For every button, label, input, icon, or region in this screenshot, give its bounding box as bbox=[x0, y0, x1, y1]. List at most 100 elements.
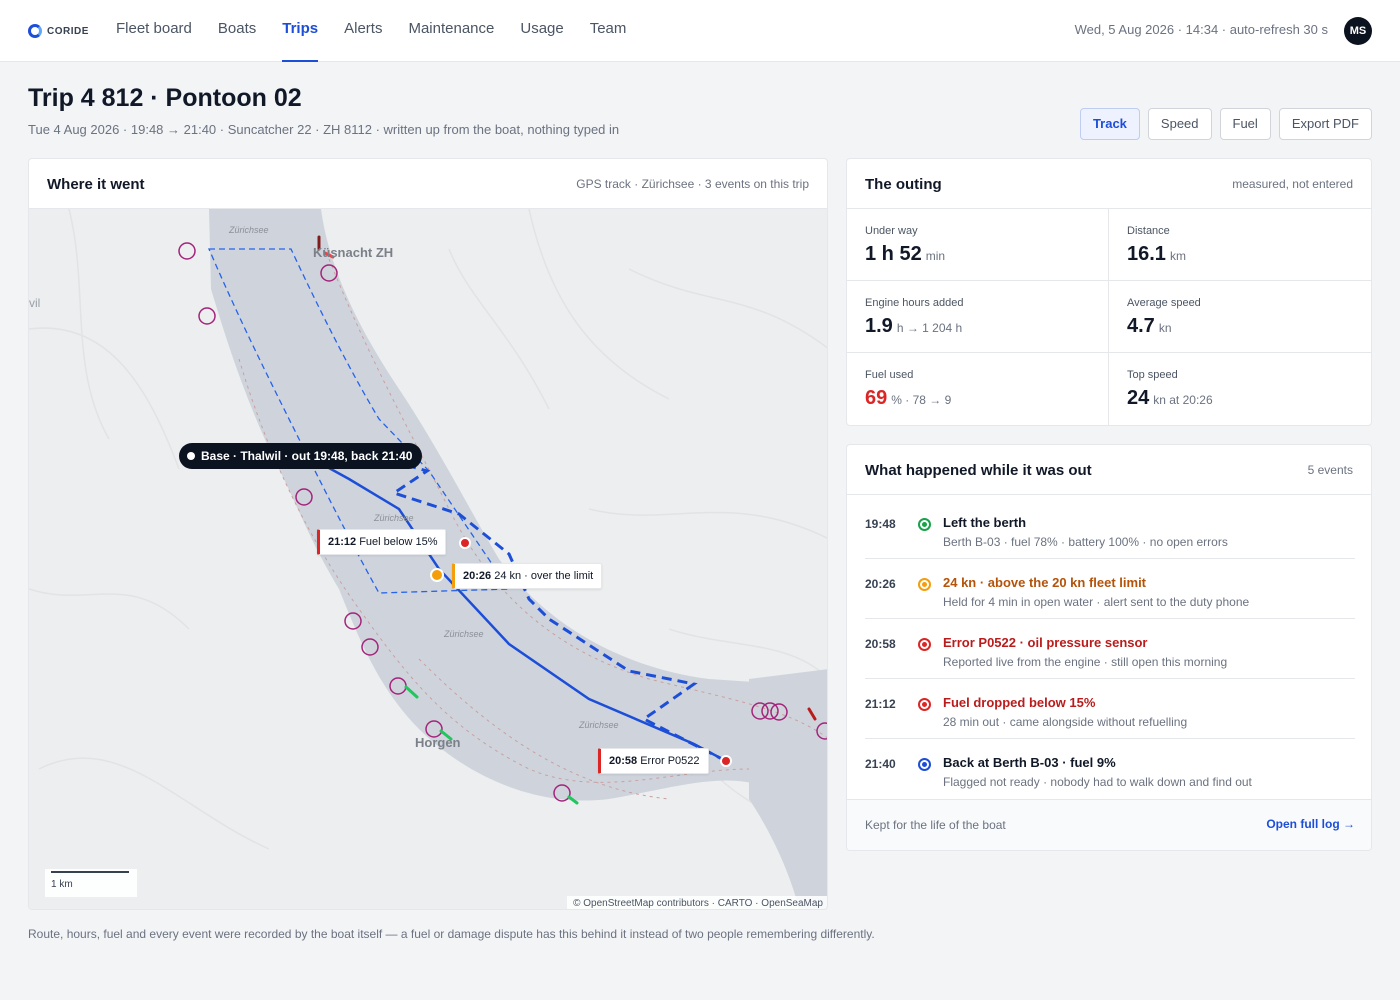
map-card-header: Where it went GPS track · Zürichsee · 3 … bbox=[29, 159, 827, 209]
scale-label: 1 km bbox=[51, 879, 73, 890]
event-row[interactable]: 21:12 Fuel dropped below 15% 28 min out … bbox=[865, 679, 1355, 739]
fuel-flag[interactable]: 21:12 Fuel below 15% bbox=[317, 529, 447, 555]
place-label-kusnacht: Küsnacht ZH bbox=[313, 245, 393, 260]
stat-engine-hours: Engine hours added 1.9 h → 1 204 h bbox=[847, 281, 1109, 353]
stat-distance: Distance 16.1 km bbox=[1109, 209, 1371, 281]
map-attribution[interactable]: © OpenStreetMap contributors · CARTO · O… bbox=[567, 896, 827, 909]
error-pin bbox=[720, 755, 732, 767]
stat-label: Top speed bbox=[1127, 369, 1178, 381]
base-pin bbox=[459, 537, 471, 549]
map-card-title: Where it went bbox=[47, 176, 145, 193]
event-title: 24 kn · above the 20 kn fleet limit bbox=[943, 575, 1147, 590]
marina-icon bbox=[770, 703, 788, 721]
events-footer: Kept for the life of the boat Open full … bbox=[847, 799, 1371, 850]
nav-alerts[interactable]: Alerts bbox=[344, 20, 383, 37]
outing-card-title: The outing bbox=[865, 176, 942, 193]
stat-label: Fuel used bbox=[865, 369, 914, 381]
event-detail: 28 min out · came alongside without refu… bbox=[943, 715, 1188, 729]
marina-icon bbox=[751, 702, 769, 720]
place-label-horgen: Horgen bbox=[415, 735, 461, 750]
brand-name: CORIDE bbox=[47, 25, 89, 37]
event-detail: Reported live from the engine · still op… bbox=[943, 655, 1228, 669]
top-bar: CORIDE Fleet board Boats Trips Alerts Ma… bbox=[0, 0, 1400, 62]
error-flag-text: Error P0522 bbox=[640, 755, 700, 767]
lake-water bbox=[209, 209, 827, 829]
stat-value: 4.7 kn bbox=[1127, 315, 1172, 337]
event-row[interactable]: 21:40 Back at Berth B-03 · fuel 9% Flagg… bbox=[865, 739, 1355, 799]
event-time: 20:26 bbox=[865, 577, 896, 591]
base-callout[interactable]: Base · Thalwil · out 19:48, back 21:40 bbox=[179, 443, 423, 469]
fuel-view-button[interactable]: Fuel bbox=[1219, 108, 1271, 140]
fuel-flag-time: 21:12 bbox=[328, 536, 357, 548]
scale-bar bbox=[51, 871, 129, 873]
status-dot-icon bbox=[918, 638, 931, 651]
map-canvas[interactable]: Küsnacht ZH Horgen vil Zürichsee Zürichs… bbox=[29, 209, 828, 910]
brand-logo[interactable]: CORIDE bbox=[28, 22, 89, 40]
status-dot-icon bbox=[918, 698, 931, 711]
event-pins bbox=[430, 537, 732, 767]
nav-fleet-board[interactable]: Fleet board bbox=[116, 20, 192, 37]
event-detail: Berth B-03 · fuel 78% · battery 100% · n… bbox=[943, 535, 1228, 549]
speed-alert-pin bbox=[430, 568, 444, 582]
base-dot-icon bbox=[187, 452, 195, 460]
harbour-markers bbox=[178, 242, 827, 802]
events-card: What happened while it was out 5 events … bbox=[846, 444, 1372, 851]
map-scale: 1 km bbox=[45, 869, 137, 897]
stat-value: 69% · 78 → 9 bbox=[865, 387, 952, 409]
lake-label: Zürichsee bbox=[228, 225, 269, 235]
export-pdf-button[interactable]: Export PDF bbox=[1278, 108, 1372, 140]
error-flag[interactable]: 20:58 Error P0522 bbox=[598, 748, 709, 774]
map-card-note: GPS track · Zürichsee · 3 events on this… bbox=[576, 177, 809, 191]
error-flag-time: 20:58 bbox=[609, 755, 638, 767]
marina-icon bbox=[198, 307, 216, 325]
track-view-button[interactable]: Track bbox=[1079, 108, 1140, 140]
events-card-header: What happened while it was out 5 events bbox=[847, 445, 1371, 495]
fuel-flag-text: Fuel below 15% bbox=[359, 536, 438, 548]
stat-label: Under way bbox=[865, 225, 918, 237]
stat-top-speed: Top speed 24 kn at 20:26 bbox=[1109, 353, 1371, 425]
event-detail: Held for 4 min in open water · alert sen… bbox=[943, 595, 1250, 609]
outing-card: The outing measured, not entered Under w… bbox=[846, 158, 1372, 426]
trip-map[interactable]: Küsnacht ZH Horgen vil Zürichsee Zürichs… bbox=[29, 209, 828, 910]
nav-usage[interactable]: Usage bbox=[520, 20, 564, 37]
nav-team[interactable]: Team bbox=[589, 20, 627, 37]
main-nav: Fleet board Boats Trips Alerts Maintenan… bbox=[116, 0, 652, 62]
event-title: Left the berth bbox=[943, 515, 1027, 530]
marina-icon bbox=[344, 612, 362, 630]
base-callout-label: Base · Thalwil · out 19:48, back 21:40 bbox=[201, 449, 413, 463]
mooring-zone bbox=[208, 248, 511, 594]
user-avatar[interactable]: MS bbox=[1344, 17, 1372, 45]
marina-icon bbox=[425, 720, 443, 738]
status-dot-icon bbox=[918, 758, 931, 771]
stat-label: Distance bbox=[1127, 225, 1170, 237]
speed-flag-text: 24 kn · over the limit bbox=[494, 570, 594, 582]
stat-value: 1.9 h → 1 204 h bbox=[865, 315, 963, 337]
speed-view-button[interactable]: Speed bbox=[1147, 108, 1212, 140]
lake-label: Zürichsee bbox=[443, 629, 484, 639]
event-time: 19:48 bbox=[865, 517, 896, 531]
event-row[interactable]: 20:58 Error P0522 · oil pressure sensor … bbox=[865, 619, 1355, 679]
marina-icon bbox=[320, 264, 338, 282]
outing-card-header: The outing measured, not entered bbox=[847, 159, 1371, 209]
marina-icon bbox=[295, 488, 313, 506]
anchor-icon bbox=[361, 638, 379, 656]
nav-maintenance[interactable]: Maintenance bbox=[408, 20, 495, 37]
nav-trips[interactable]: Trips bbox=[282, 0, 318, 62]
nav-boats[interactable]: Boats bbox=[217, 20, 257, 37]
stat-label: Average speed bbox=[1127, 297, 1201, 309]
stat-average-speed: Average speed 4.7 kn bbox=[1109, 281, 1371, 353]
outing-stats: Under way 1 h 52 min Distance 16.1 km Engi… bbox=[847, 209, 1371, 425]
open-full-log-link[interactable]: Open full log → bbox=[1266, 817, 1355, 831]
event-detail: Flagged not ready · nobody had to walk d… bbox=[943, 775, 1252, 789]
stat-under-way: Under way 1 h 52 min bbox=[847, 209, 1109, 281]
event-row[interactable]: 20:26 24 kn · above the 20 kn fleet limi… bbox=[865, 559, 1355, 619]
event-title: Fuel dropped below 15% bbox=[943, 695, 1096, 710]
events-count: 5 events bbox=[1307, 463, 1353, 477]
stat-fuel-used: Fuel used 69% · 78 → 9 bbox=[847, 353, 1109, 425]
event-row[interactable]: 19:48 Left the berth Berth B-03 · fuel 7… bbox=[865, 499, 1355, 559]
speed-flag[interactable]: 20:26 24 kn · over the limit bbox=[452, 563, 603, 589]
lake-east-arm bbox=[749, 669, 827, 909]
status-dot-icon bbox=[918, 578, 931, 591]
logo-icon bbox=[28, 24, 42, 38]
event-time: 20:58 bbox=[865, 637, 896, 651]
